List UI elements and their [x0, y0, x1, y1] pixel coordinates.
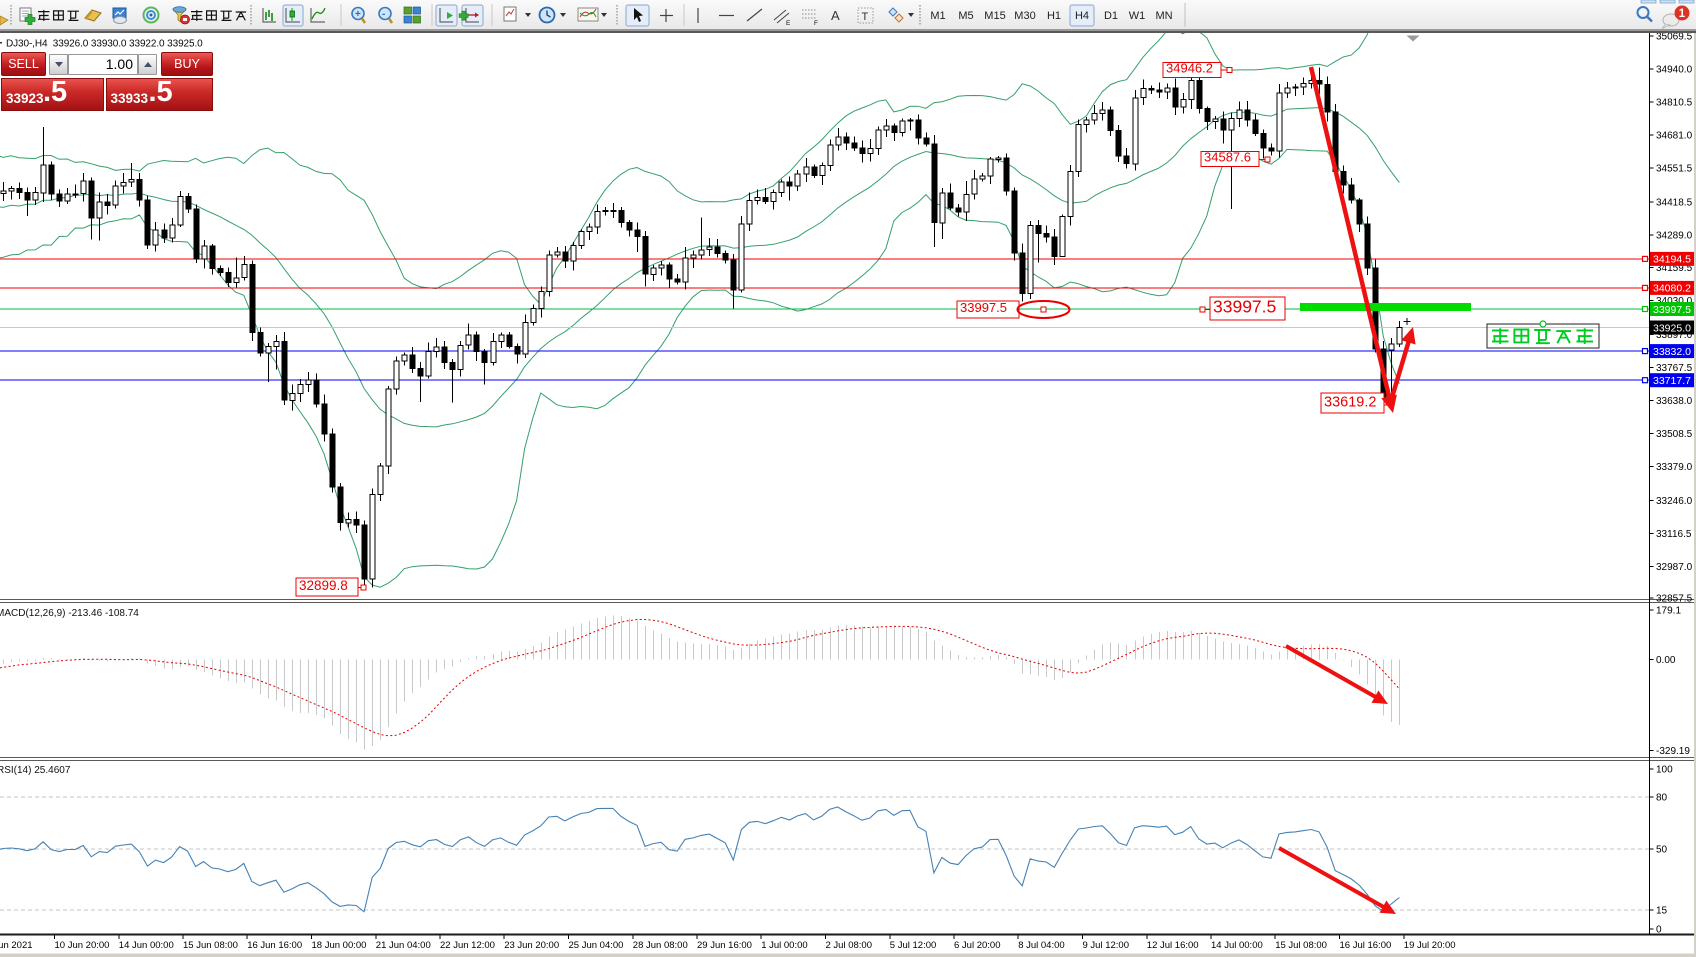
svg-text:34030.0: 34030.0 [1656, 296, 1693, 307]
svg-text:12 Jul 16:00: 12 Jul 16:00 [1147, 940, 1199, 951]
svg-text:34551.5: 34551.5 [1656, 163, 1693, 174]
svg-text:33116.5: 33116.5 [1656, 529, 1692, 540]
svg-text:15: 15 [1656, 906, 1668, 917]
svg-text:M30: M30 [1014, 10, 1035, 22]
svg-text:100: 100 [1656, 765, 1673, 776]
svg-text:M15: M15 [984, 10, 1005, 22]
svg-text:M1: M1 [930, 10, 945, 22]
svg-text:29 Jun 16:00: 29 Jun 16:00 [697, 940, 752, 951]
svg-text:9 Jun 2021: 9 Jun 2021 [0, 940, 33, 951]
svg-text:W1: W1 [1129, 10, 1146, 22]
svg-text:34194.5: 34194.5 [1653, 254, 1691, 266]
svg-text:16 Jul 16:00: 16 Jul 16:00 [1340, 940, 1392, 951]
svg-text:M5: M5 [958, 10, 973, 22]
svg-text:-329.19: -329.19 [1656, 746, 1690, 757]
svg-text:H1: H1 [1047, 10, 1061, 22]
svg-text:33997.5: 33997.5 [960, 300, 1007, 315]
svg-text:H4: H4 [1075, 10, 1089, 22]
svg-text:33832.0: 33832.0 [1653, 346, 1691, 358]
svg-text:8 Jul 04:00: 8 Jul 04:00 [1018, 940, 1064, 951]
svg-text:T: T [862, 11, 869, 23]
svg-text:32899.8: 32899.8 [299, 578, 348, 593]
svg-text:34289.0: 34289.0 [1656, 230, 1693, 241]
svg-text:33379.0: 33379.0 [1656, 462, 1693, 473]
svg-text:50: 50 [1656, 845, 1668, 856]
svg-text:14 Jun 00:00: 14 Jun 00:00 [119, 940, 174, 951]
svg-text:0: 0 [1656, 925, 1662, 936]
svg-text:34080.2: 34080.2 [1653, 283, 1691, 295]
svg-text:+: + [355, 9, 361, 20]
svg-text:80: 80 [1656, 793, 1668, 804]
svg-text:19 Jul 20:00: 19 Jul 20:00 [1404, 940, 1456, 951]
svg-text:33246.0: 33246.0 [1656, 496, 1693, 507]
svg-text:34587.6: 34587.6 [1204, 149, 1251, 164]
svg-text:16 Jun 16:00: 16 Jun 16:00 [247, 940, 302, 951]
svg-text:33717.7: 33717.7 [1653, 375, 1691, 387]
svg-text:22 Jun 12:00: 22 Jun 12:00 [440, 940, 495, 951]
svg-text:1: 1 [1679, 8, 1686, 20]
svg-text:10 Jun 20:00: 10 Jun 20:00 [55, 940, 110, 951]
svg-text:9 Jul 12:00: 9 Jul 12:00 [1083, 940, 1129, 951]
svg-text:6 Jul 20:00: 6 Jul 20:00 [954, 940, 1000, 951]
svg-text:34810.5: 34810.5 [1656, 98, 1693, 109]
svg-text:-: - [382, 9, 385, 20]
svg-text:33925.0: 33925.0 [1653, 322, 1691, 334]
svg-text:33508.5: 33508.5 [1656, 429, 1693, 440]
svg-text:32987.0: 32987.0 [1656, 562, 1693, 573]
svg-text:34946.2: 34946.2 [1166, 60, 1213, 75]
svg-text:5 Jul 12:00: 5 Jul 12:00 [890, 940, 936, 951]
svg-text:34681.0: 34681.0 [1656, 131, 1693, 142]
svg-text:35069.5: 35069.5 [1656, 32, 1693, 43]
svg-text:18 Jun 00:00: 18 Jun 00:00 [312, 940, 367, 951]
svg-text:1 Jul 00:00: 1 Jul 00:00 [761, 940, 807, 951]
svg-text:33997.5: 33997.5 [1213, 297, 1276, 317]
svg-text:DJ30-,H4 33926.0 33930.0 3392: DJ30-,H4 33926.0 33930.0 33922.0 33925.0 [6, 39, 203, 50]
svg-text:F: F [814, 20, 818, 27]
svg-text:32857.5: 32857.5 [1656, 593, 1693, 604]
svg-text:RSI(14) 25.4607: RSI(14) 25.4607 [0, 765, 71, 776]
svg-text:0.00: 0.00 [1656, 655, 1676, 666]
svg-text:MACD(12,26,9) -213.46 -108.74: MACD(12,26,9) -213.46 -108.74 [0, 608, 139, 619]
svg-text:34159.5: 34159.5 [1656, 263, 1693, 274]
svg-text:MN: MN [1155, 10, 1172, 22]
svg-text:33997.5: 33997.5 [1653, 304, 1691, 316]
svg-text:25 Jun 04:00: 25 Jun 04:00 [569, 940, 624, 951]
svg-text:A: A [831, 8, 840, 23]
svg-text:E: E [786, 20, 791, 27]
svg-text:33897.0: 33897.0 [1656, 330, 1693, 341]
svg-text:33619.2: 33619.2 [1324, 394, 1376, 410]
svg-text:2 Jul 08:00: 2 Jul 08:00 [826, 940, 872, 951]
svg-text:33767.5: 33767.5 [1656, 363, 1693, 374]
svg-text:21 Jun 04:00: 21 Jun 04:00 [376, 940, 431, 951]
svg-text:15 Jul 08:00: 15 Jul 08:00 [1275, 940, 1327, 951]
svg-text:23 Jun 20:00: 23 Jun 20:00 [504, 940, 559, 951]
svg-text:D1: D1 [1104, 10, 1118, 22]
svg-text:28 Jun 08:00: 28 Jun 08:00 [633, 940, 688, 951]
svg-text:14 Jul 00:00: 14 Jul 00:00 [1211, 940, 1263, 951]
svg-text:179.1: 179.1 [1656, 606, 1681, 617]
svg-text:34418.5: 34418.5 [1656, 197, 1693, 208]
svg-text:15 Jun 08:00: 15 Jun 08:00 [183, 940, 238, 951]
svg-text:33638.0: 33638.0 [1656, 396, 1693, 407]
svg-text:34940.0: 34940.0 [1656, 65, 1693, 76]
